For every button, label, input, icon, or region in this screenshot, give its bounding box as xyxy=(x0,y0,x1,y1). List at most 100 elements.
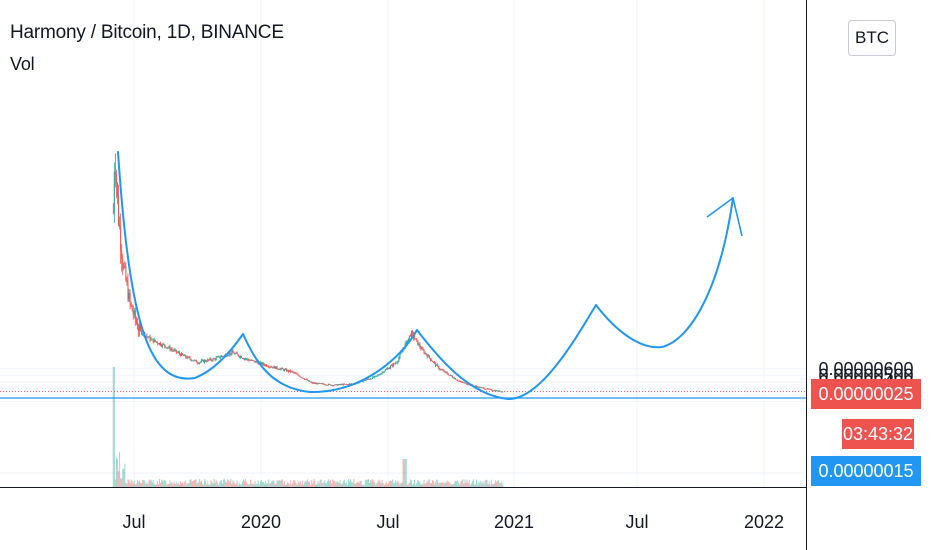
symbol-title[interactable]: Harmony / Bitcoin, 1D, BINANCE xyxy=(10,22,284,43)
candle-body xyxy=(479,386,481,388)
candle-body xyxy=(254,360,256,363)
candle-body xyxy=(250,360,252,362)
pattern-drawing[interactable] xyxy=(117,151,743,401)
volume-bar xyxy=(179,481,181,487)
volume-bar xyxy=(169,480,171,487)
volume-bar xyxy=(189,479,191,487)
volume-bar xyxy=(353,479,355,487)
volume-bar xyxy=(155,484,157,487)
candle-body xyxy=(170,349,172,350)
candle-body xyxy=(408,335,410,339)
volume-bar xyxy=(235,483,237,487)
volume-bar xyxy=(338,482,340,487)
candle-body xyxy=(223,356,225,357)
volume-bar xyxy=(231,483,233,487)
candle-body xyxy=(133,310,135,315)
volume-bar xyxy=(281,479,283,487)
volume-bar xyxy=(289,484,291,487)
volume-bar xyxy=(378,479,380,487)
candle-body xyxy=(178,352,180,354)
volume-bar xyxy=(187,483,189,487)
volume-bar xyxy=(373,480,375,487)
candle-body xyxy=(315,383,317,384)
candle-body xyxy=(457,380,459,381)
candle-body xyxy=(451,376,453,378)
volume-bar xyxy=(355,483,357,487)
volume-bar xyxy=(124,463,126,487)
candle-body xyxy=(171,349,173,350)
volume-bar xyxy=(269,483,271,487)
candle-body xyxy=(249,360,251,362)
volume-bar xyxy=(336,481,338,487)
volume-indicator-label[interactable]: Vol xyxy=(10,54,35,74)
volume-bar xyxy=(266,483,268,487)
volume-bar xyxy=(499,482,501,487)
volume-bar xyxy=(465,482,467,487)
candle-body xyxy=(220,356,222,358)
volume-bar xyxy=(284,484,286,487)
volume-bar xyxy=(287,482,289,487)
candle-body xyxy=(283,369,285,371)
volume-bar xyxy=(205,480,207,487)
volume-bar xyxy=(446,480,448,487)
candle-body xyxy=(437,364,439,367)
volume-bar xyxy=(430,483,432,487)
volume-bar xyxy=(488,481,490,487)
currency-badge[interactable]: BTC xyxy=(848,20,896,56)
candle-body xyxy=(299,376,301,378)
x-tick-label: Jul xyxy=(625,512,648,532)
candle-body xyxy=(207,359,209,362)
candle-body xyxy=(156,342,158,344)
candle-body xyxy=(275,366,277,369)
volume-bar xyxy=(236,480,238,487)
volume-bar xyxy=(135,483,137,487)
volume-bar xyxy=(415,484,417,487)
candle-body xyxy=(112,212,114,214)
candle-body xyxy=(126,280,128,283)
volume-bar xyxy=(147,484,149,487)
candle-body xyxy=(475,385,477,387)
volume-bar xyxy=(456,481,458,487)
candle-body xyxy=(445,371,447,373)
candle-body xyxy=(373,376,375,378)
candle-body xyxy=(381,372,383,374)
volume-bar xyxy=(210,480,212,487)
volume-bar xyxy=(386,484,388,487)
candle-body xyxy=(161,345,163,347)
volume-bar xyxy=(312,483,314,487)
volume-bar xyxy=(132,483,134,487)
candle-body xyxy=(172,349,174,351)
candle-body xyxy=(259,362,261,363)
volume-bar xyxy=(230,479,232,487)
volume-bar xyxy=(116,458,118,487)
candle-body xyxy=(206,361,208,363)
candle-body xyxy=(421,348,423,350)
candle-body xyxy=(241,358,243,359)
candle-body xyxy=(429,357,431,361)
volume-bar xyxy=(172,484,174,487)
volume-bar xyxy=(227,479,229,487)
candle-body xyxy=(132,310,134,315)
candle-body xyxy=(450,375,452,377)
volume-bar xyxy=(330,479,332,487)
volume-bar xyxy=(437,480,439,487)
volume-bar xyxy=(431,479,433,487)
candle-body xyxy=(370,378,372,380)
volume-bar xyxy=(388,481,390,487)
volume-bar xyxy=(319,479,321,487)
candle-body xyxy=(157,343,159,345)
volume-bar xyxy=(262,482,264,487)
volume-bar xyxy=(302,484,304,487)
candle-body xyxy=(114,171,116,176)
volume-bar xyxy=(362,484,364,487)
volume-bar xyxy=(372,479,374,487)
candle-body xyxy=(366,378,368,380)
volume-bar xyxy=(354,483,356,487)
volume-bar xyxy=(158,479,160,487)
candle-body xyxy=(127,282,129,300)
candle-body xyxy=(304,379,306,381)
volume-bar xyxy=(349,481,351,487)
candle-body xyxy=(203,360,205,363)
candle-body xyxy=(485,389,487,390)
